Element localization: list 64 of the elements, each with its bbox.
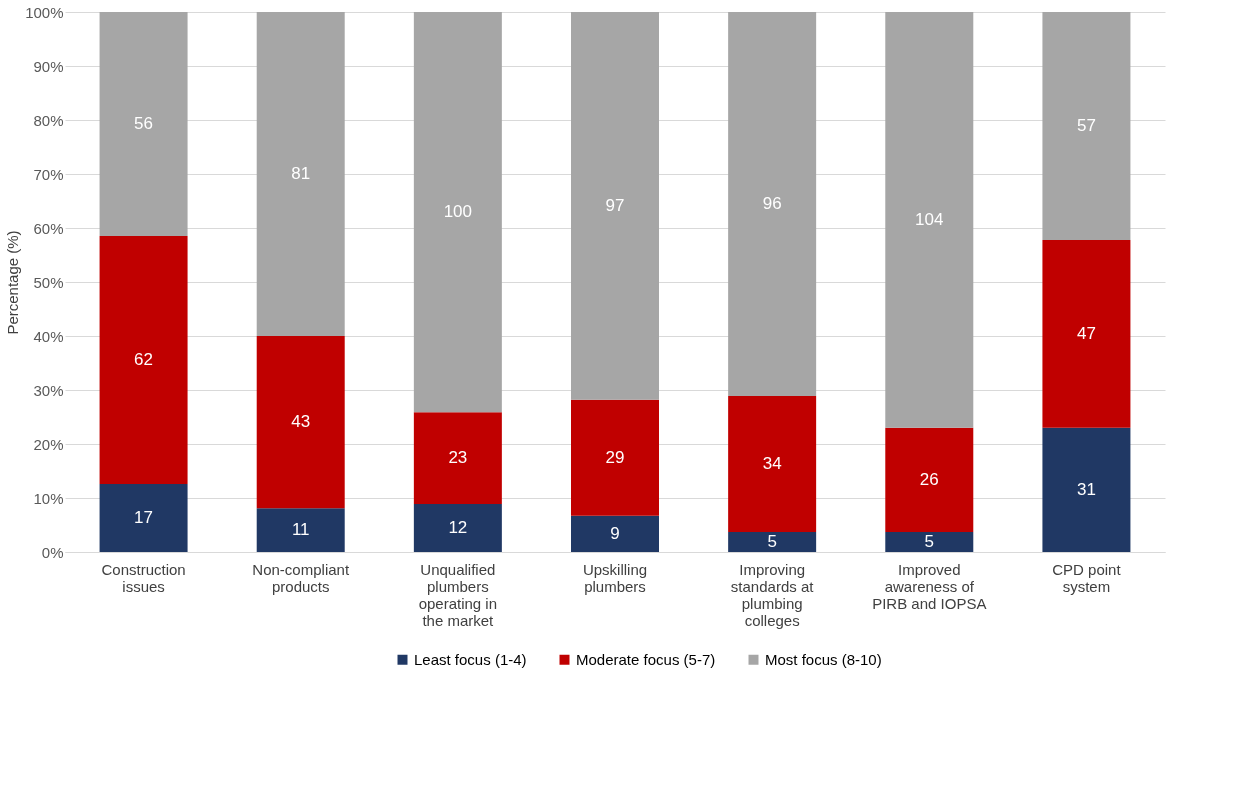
y-tick-label: 10%	[33, 489, 64, 507]
annotation: 57	[1076, 115, 1096, 135]
annotation: 11	[291, 520, 310, 540]
y-tick-label: 50%	[33, 273, 64, 291]
annotation: 9	[610, 523, 620, 543]
annotation: 100	[443, 202, 473, 222]
y-tick-label: 90%	[33, 57, 64, 75]
x-tick-label: Improving standards at plumbing colleges	[730, 560, 815, 629]
x-tick-label: Upskilling plumbers	[582, 560, 648, 595]
x-tick-label: CPD point system	[1052, 560, 1122, 595]
y-tick-label: 30%	[33, 381, 64, 399]
bar	[1042, 12, 1131, 240]
y-tick-label: 70%	[33, 165, 64, 183]
bar	[256, 336, 345, 509]
bar	[885, 532, 974, 552]
legend-label: Moderate focus (5-7)	[576, 650, 716, 668]
bar	[728, 532, 817, 552]
bar	[413, 12, 502, 413]
bar	[99, 12, 188, 237]
bar	[571, 399, 659, 516]
x-tick-label: Unqualified plumbers operating in the market	[418, 560, 498, 629]
annotation: 31	[1076, 479, 1096, 499]
annotation: 43	[291, 412, 311, 432]
annotation: 47	[1076, 323, 1096, 343]
annotation: 26	[919, 469, 939, 489]
annotation: 97	[605, 195, 625, 215]
y-tick-label: 80%	[33, 111, 64, 129]
bar	[885, 12, 974, 428]
annotation: 34	[762, 453, 782, 473]
bar	[99, 236, 188, 484]
bar	[99, 483, 188, 552]
bar	[256, 12, 345, 336]
annotation: 17	[134, 507, 154, 527]
annotation: 62	[134, 350, 154, 370]
y-tick-label: 60%	[33, 219, 64, 237]
y-tick-label: 20%	[33, 435, 64, 453]
legend-label: Least focus (1-4)	[414, 650, 527, 668]
x-tick-label: Improved awareness of PIRB and IOPSA	[872, 560, 987, 612]
annotation: 23	[448, 448, 468, 468]
bar	[256, 508, 345, 552]
x-tick-label: Construction issues	[101, 560, 186, 595]
annotation: 104	[915, 209, 944, 229]
annotation: 5	[767, 532, 777, 552]
bar	[728, 395, 817, 533]
annotation: 81	[291, 164, 311, 183]
bar	[571, 12, 659, 400]
bar	[885, 427, 974, 533]
annotation: 12	[448, 517, 468, 537]
annotation: 5	[924, 532, 935, 552]
y-axis-title: Percentage (%)	[4, 230, 22, 335]
bar	[413, 412, 502, 504]
y-tick-label: 40%	[33, 327, 64, 345]
annotation: 29	[605, 447, 625, 467]
y-tick-label: 0%	[41, 543, 64, 561]
legend-label: Most focus (8-10)	[765, 650, 882, 668]
bar	[571, 515, 659, 552]
bar	[413, 503, 502, 552]
bar	[1042, 239, 1131, 428]
y-tick-label: 100%	[25, 3, 64, 21]
annotation: 56	[134, 114, 154, 134]
bar	[728, 12, 817, 396]
x-tick-label: Non-compliant products	[252, 560, 350, 595]
bar	[1042, 427, 1131, 552]
annotation: 96	[762, 193, 782, 213]
